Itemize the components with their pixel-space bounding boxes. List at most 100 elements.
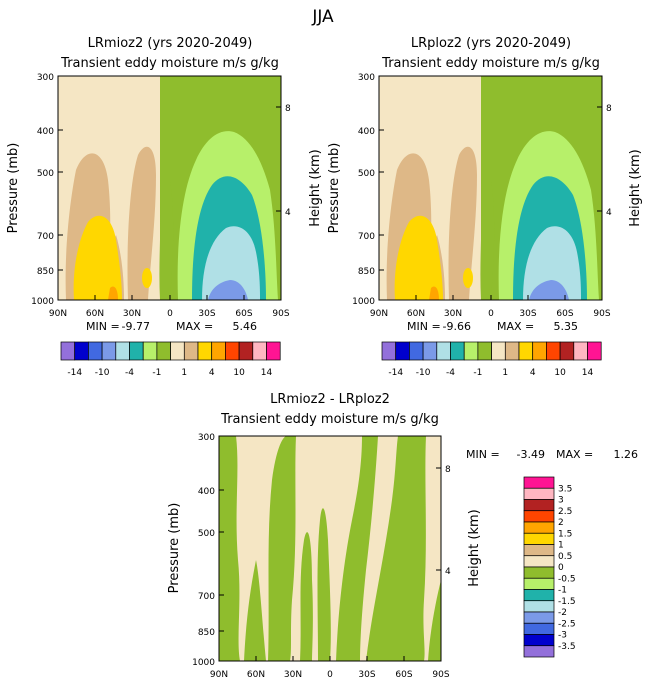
colorbar-difference-swatch [523, 634, 555, 647]
panel1-ticks [57, 75, 282, 301]
panel3-xtick: 60S [395, 670, 412, 680]
colorbar-right-swatch [546, 341, 561, 361]
panel1-yellow-spot [142, 268, 152, 288]
panel3-height-tick: 4 [445, 567, 451, 577]
colorbar-right-swatch [436, 341, 451, 361]
colorbar-left: -14 -10 -4 -1 1 4 10 14 [60, 341, 281, 378]
panel2-height-tick: 8 [606, 104, 612, 114]
colorbar-difference-swatch [523, 521, 555, 534]
colorbar-difference-label: 0.5 [558, 552, 572, 562]
panel2-ytick: 300 [358, 73, 375, 83]
panel1-xtick: 30S [198, 309, 215, 319]
colorbar-right-swatch [559, 341, 575, 361]
colorbar-difference-swatch [523, 544, 555, 557]
panel3-title: LRmioz2 - LRploz2 [270, 392, 390, 407]
colorbar-left-label: 14 [261, 368, 273, 378]
colorbar-right-swatch [532, 341, 547, 361]
panel1-lightblue-contour [202, 226, 260, 300]
panel3-plot-area [218, 435, 442, 662]
colorbar-right-swatch [518, 341, 534, 361]
colorbar-left-label: -4 [125, 368, 134, 378]
panel2-tan-contour-b [448, 146, 477, 300]
panel3-green-streak-5 [317, 508, 331, 661]
panel3-green-streak-6 [336, 436, 378, 661]
panel1-equator-band [159, 180, 174, 300]
panel3-ylabel: Pressure (mb) [167, 503, 182, 594]
figure-title: JJA [311, 7, 334, 27]
panel2-lightblue-contour [523, 226, 581, 300]
panel1-subtitle: Transient eddy moisture m/s g/kg [60, 56, 279, 71]
panel2-ylabel: Pressure (mb) [327, 143, 342, 234]
colorbar-left-swatch [115, 341, 130, 361]
panel3-green-streak-3 [268, 436, 296, 661]
panel3-green-streak-2 [244, 560, 266, 661]
colorbar-difference-label: -1.5 [558, 597, 576, 607]
colorbar-difference-swatch [523, 600, 555, 613]
panel1-xtick: 0 [167, 309, 173, 319]
panel1-ytick: 700 [37, 232, 54, 242]
panel2-xtick: 90N [370, 309, 388, 319]
colorbar-difference-label: 2.5 [558, 507, 572, 517]
panel1-tan-contour-b [127, 146, 156, 300]
panel2-max-label: MAX = [497, 320, 534, 333]
colorbar-difference-label: -1 [558, 586, 567, 596]
colorbar-difference-label: 0 [558, 563, 564, 573]
panel1-xtick: 90S [272, 309, 289, 319]
panel3-subtitle: Transient eddy moisture m/s g/kg [220, 412, 439, 427]
colorbar-difference-swatch [523, 577, 555, 590]
panel-difference: LRmioz2 - LRploz2 Transient eddy moistur… [167, 392, 638, 680]
panel1-max-value: 5.46 [233, 320, 258, 333]
colorbar-difference-swatch [523, 645, 555, 658]
panel2-subtitle: Transient eddy moisture m/s g/kg [381, 56, 600, 71]
colorbar-left-swatch [170, 341, 185, 361]
panel-lrmioz2: LRmioz2 (yrs 2020-2049) Transient eddy m… [6, 36, 323, 333]
panel2-xtick: 60S [556, 309, 573, 319]
colorbar-right-swatch [450, 341, 465, 361]
colorbar-difference-label: -0.5 [558, 574, 576, 584]
colorbar-left-swatch [74, 341, 89, 361]
panel1-max-label: MAX = [176, 320, 213, 333]
colorbar-difference-label: -2 [558, 608, 567, 618]
panel2-plot-area [378, 75, 603, 301]
colorbar-difference: 3.5 32.521.5 10.50-0.5 -1-1.5-2-2.5 -3-3.5 [523, 476, 576, 658]
colorbar-left-swatch [266, 341, 281, 361]
colorbar-right-label: -14 [388, 368, 403, 378]
panel3-xtick: 90N [210, 670, 228, 680]
colorbar-left-swatch [156, 341, 171, 361]
colorbar-left-swatch [129, 341, 144, 361]
panel2-yellow-spot [463, 268, 473, 288]
panel2-ytick: 500 [358, 169, 375, 179]
panel2-ytick: 1000 [352, 297, 375, 307]
panel1-xtick: 60S [235, 309, 252, 319]
panel1-min-value: -9.77 [122, 320, 150, 333]
colorbar-difference-swatch [523, 510, 555, 523]
colorbar-left-swatch [183, 341, 199, 361]
panel3-green-streak-7 [366, 436, 426, 661]
colorbar-right-swatch [422, 341, 438, 361]
colorbar-left-swatch [252, 341, 267, 361]
colorbar-right-label: -10 [416, 368, 431, 378]
colorbar-right-swatch [381, 341, 397, 361]
colorbar-right-label: -4 [446, 368, 455, 378]
colorbar-difference-label: 1.5 [558, 529, 572, 539]
panel1-ylabel-right: Height (km) [308, 149, 323, 226]
panel3-ylabel-right: Height (km) [467, 509, 482, 586]
panel1-ytick: 500 [37, 169, 54, 179]
colorbar-difference-label: -3.5 [558, 642, 576, 652]
colorbar-right-label: -1 [473, 368, 482, 378]
panel1-ylabel: Pressure (mb) [6, 143, 21, 234]
colorbar-left-label: 1 [181, 368, 187, 378]
panel3-ytick: 1000 [192, 658, 215, 668]
colorbar-right-swatch [573, 341, 588, 361]
panel1-orange-contour [108, 286, 118, 300]
panel3-green-streak-8 [428, 580, 441, 661]
colorbar-right-swatch [463, 341, 479, 361]
panel3-xtick: 0 [327, 670, 333, 680]
panel1-min-label: MIN = [86, 320, 120, 333]
panel1-yellow-contour [73, 215, 122, 300]
colorbar-difference-swatch [523, 589, 555, 602]
colorbar-difference-swatch [523, 499, 555, 512]
colorbar-left-label: 10 [233, 368, 245, 378]
panel1-xtick: 30N [123, 309, 141, 319]
